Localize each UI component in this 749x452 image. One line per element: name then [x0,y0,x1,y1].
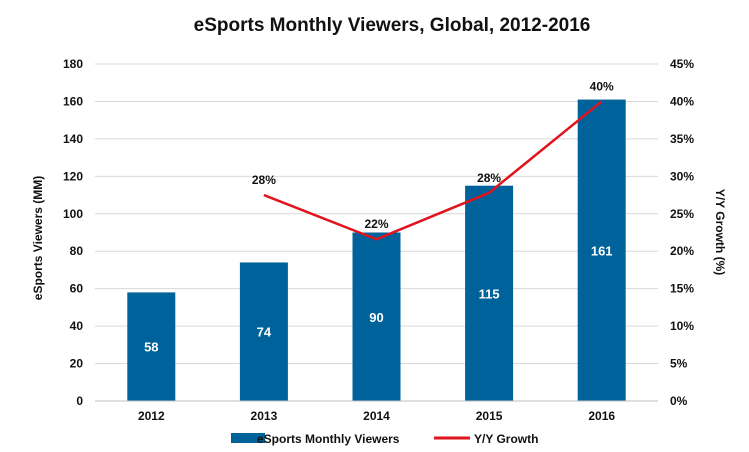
y2-tick-label: 0% [670,394,688,408]
bar-data-label: 58 [144,340,158,355]
line-data-label: 28% [252,173,276,187]
y-tick-label: 40 [70,319,84,333]
y2-tick-label: 10% [670,319,694,333]
y-tick-label: 80 [70,244,84,258]
line-data-label: 28% [477,171,501,185]
y-tick-label: 160 [63,94,83,108]
bar-data-label: 90 [369,310,383,325]
growth-line [263,100,603,241]
y2-tick-label: 25% [670,207,694,221]
y-tick-label: 180 [63,57,83,71]
y2-tick-label: 30% [670,169,694,183]
y2-tick-label: 40% [670,94,694,108]
bar [352,232,401,401]
chart-title: eSports Monthly Viewers, Global, 2012-20… [194,15,591,36]
bar [127,292,176,401]
y-tick-label: 0 [76,394,83,408]
y-tick-label: 140 [63,132,83,146]
x-tick-label: 2015 [476,409,503,423]
y-tick-label: 20 [70,357,84,371]
y2-tick-label: 5% [670,357,688,371]
x-tick-label: 2014 [363,409,390,423]
line-series: 28% 22% 28% 40% [252,79,614,241]
y-tick-label: 100 [63,207,83,221]
bar [239,262,288,401]
bar-series: 58 74 90 115 161 [127,99,626,402]
y-axis-title: eSports Viewers (MM) [31,176,45,300]
legend-label: Y/Y Growth [474,432,538,446]
x-tick-label: 2012 [138,409,165,423]
y-tick-label: 60 [70,282,84,296]
legend-swatch-bar [231,433,265,443]
bar [465,185,514,401]
line-data-label: 22% [364,217,388,231]
y2-tick-label: 15% [670,282,694,296]
bar-data-label: 161 [591,243,613,258]
bar-data-label: 115 [479,286,500,301]
legend-label: eSports Monthly Viewers [257,432,400,446]
axes: 0 20 40 60 80 100 120 140 160 180 0% 5% 10% 15% 20% 25%… [63,57,694,423]
bar [577,99,626,402]
legend: eSports Monthly Viewers Y/Y Growth [231,432,538,446]
y2-tick-label: 20% [670,244,694,258]
y2-tick-label: 35% [670,132,694,146]
y2-axis-title: Y/Y Growth (%) [713,189,727,275]
bar-data-label: 74 [257,325,272,340]
x-tick-label: 2016 [588,409,615,423]
x-tick-label: 2013 [251,409,278,423]
line-data-label: 40% [590,79,614,93]
y-tick-label: 120 [63,169,83,183]
y2-tick-label: 45% [670,57,694,71]
grid [95,63,658,365]
